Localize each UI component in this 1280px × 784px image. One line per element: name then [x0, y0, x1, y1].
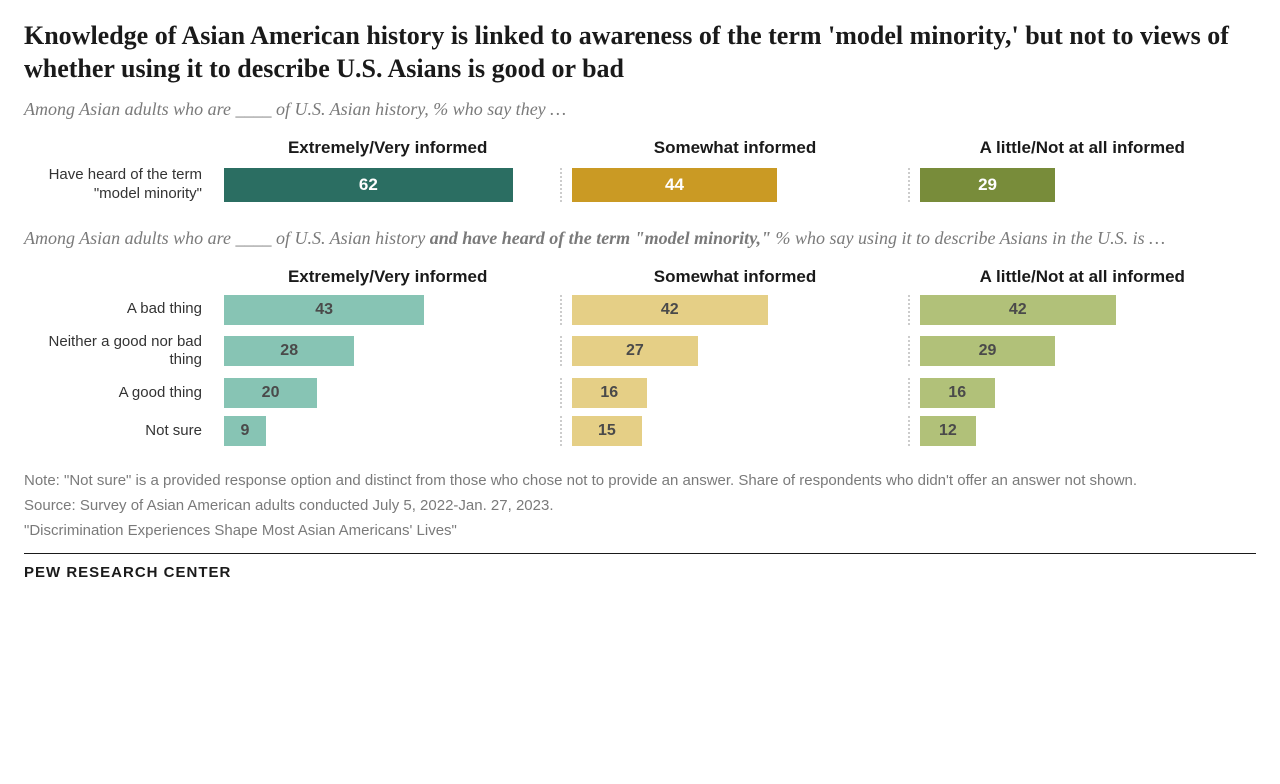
s2-bar: 20 — [224, 378, 317, 408]
logo-text: PEW RESEARCH CENTER — [24, 564, 1256, 581]
s2-row-label: A bad thing — [24, 300, 214, 319]
s2-cell: 9 — [214, 416, 560, 446]
section-2: Extremely/Very informed Somewhat informe… — [24, 267, 1256, 447]
s1-cell-2: 29 — [908, 168, 1256, 202]
s2-bar: 15 — [572, 416, 642, 446]
s2-bar: 42 — [920, 295, 1116, 325]
column-headers-2: Extremely/Very informed Somewhat informe… — [24, 267, 1256, 287]
s2-cell: 16 — [908, 378, 1256, 408]
note-text: Note: "Not sure" is a provided response … — [24, 470, 1256, 491]
s2-bar: 28 — [224, 336, 354, 366]
s2-row-label: Not sure — [24, 422, 214, 441]
s1-cell-0: 62 — [214, 168, 560, 202]
s2-bar: 42 — [572, 295, 768, 325]
s2-bar: 43 — [224, 295, 424, 325]
source-text: Source: Survey of Asian American adults … — [24, 495, 1256, 516]
s2-row: Neither a good nor bad thing 28 27 29 — [24, 333, 1256, 371]
subtitle-2-suffix: % who say using it to describe Asians in… — [771, 228, 1165, 248]
s2-bar: 9 — [224, 416, 266, 446]
col-header-2-3: A little/Not at all informed — [909, 267, 1256, 287]
s2-bar: 29 — [920, 336, 1055, 366]
s2-bar: 16 — [920, 378, 995, 408]
column-headers-1: Extremely/Very informed Somewhat informe… — [24, 138, 1256, 158]
s2-cell: 27 — [560, 336, 908, 366]
col-header-2-1: Extremely/Very informed — [214, 267, 561, 287]
chart-title: Knowledge of Asian American history is l… — [24, 20, 1256, 85]
s2-cell: 12 — [908, 416, 1256, 446]
section-1: Extremely/Very informed Somewhat informe… — [24, 138, 1256, 204]
subtitle-1: Among Asian adults who are ____ of U.S. … — [24, 99, 1256, 120]
col-header-3: A little/Not at all informed — [909, 138, 1256, 158]
s2-cell: 20 — [214, 378, 560, 408]
s1-row-label: Have heard of the term "model minority" — [24, 166, 214, 204]
spacer — [24, 138, 214, 158]
s1-bar: 29 — [920, 168, 1055, 202]
s2-bar: 16 — [572, 378, 647, 408]
s2-cell: 28 — [214, 336, 560, 366]
s2-cell: 43 — [214, 295, 560, 325]
s2-row: A good thing 20 16 16 — [24, 378, 1256, 408]
s1-bar: 62 — [224, 168, 513, 202]
s2-row-label: A good thing — [24, 384, 214, 403]
subtitle-2: Among Asian adults who are ____ of U.S. … — [24, 228, 1256, 249]
col-header-2: Somewhat informed — [561, 138, 908, 158]
spacer-2 — [24, 267, 214, 287]
s2-cell: 16 — [560, 378, 908, 408]
s2-cell: 42 — [908, 295, 1256, 325]
s2-cell: 15 — [560, 416, 908, 446]
s2-cell: 42 — [560, 295, 908, 325]
s2-cell: 29 — [908, 336, 1256, 366]
subtitle-2-prefix: Among Asian adults who are ____ of U.S. … — [24, 228, 430, 248]
s1-bar: 44 — [572, 168, 777, 202]
s2-bar: 27 — [572, 336, 698, 366]
divider — [24, 553, 1256, 554]
s1-row: Have heard of the term "model minority" … — [24, 166, 1256, 204]
subtitle-2-bold: and have heard of the term "model minori… — [430, 228, 771, 248]
s2-row: A bad thing 43 42 42 — [24, 295, 1256, 325]
s2-row-label: Neither a good nor bad thing — [24, 333, 214, 371]
s2-bar: 12 — [920, 416, 976, 446]
s1-cell-1: 44 — [560, 168, 908, 202]
col-header-1: Extremely/Very informed — [214, 138, 561, 158]
report-title: "Discrimination Experiences Shape Most A… — [24, 520, 1256, 541]
col-header-2-2: Somewhat informed — [561, 267, 908, 287]
s2-row: Not sure 9 15 12 — [24, 416, 1256, 446]
